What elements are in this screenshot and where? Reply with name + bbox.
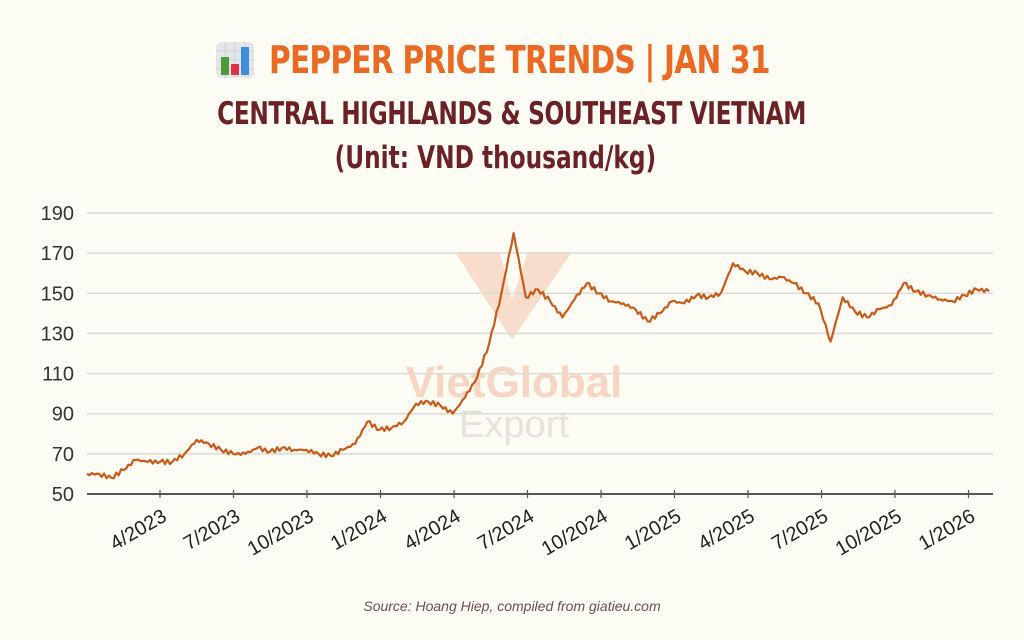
watermark-text-2: Export — [459, 404, 569, 446]
y-tick-label: 70 — [52, 444, 74, 466]
x-tick-label: 10/2023 — [244, 505, 318, 560]
x-tick-label: 10/2024 — [538, 505, 612, 560]
y-tick-label: 150 — [41, 283, 74, 305]
y-tick-label: 170 — [41, 243, 74, 265]
x-tick-label: 7/2024 — [474, 505, 538, 555]
unit-label: (Unit: VND thousand/kg) — [0, 140, 1024, 176]
source-note: Source: Hoang Hiep, compiled from giatie… — [363, 598, 661, 614]
watermark-logo-icon — [455, 252, 572, 340]
grid-lines — [87, 212, 993, 455]
watermark-text-1: VietGlobal — [406, 358, 623, 407]
y-tick-label: 130 — [41, 323, 74, 345]
title-row: PEPPER PRICE TRENDS | JAN 31 — [0, 38, 1024, 82]
x-tick-label: 7/2023 — [180, 505, 244, 555]
x-tick-label: 10/2025 — [832, 505, 906, 560]
x-tick-label: 4/2024 — [401, 505, 465, 555]
y-tick-label: 190 — [41, 203, 74, 225]
x-tick-label: 4/2023 — [107, 505, 171, 555]
x-axis: 4/2023 7/2023 10/2023 1/2024 4/2024 7/2024 10/… — [87, 490, 993, 560]
y-axis-labels: 50 70 90 110 130 150 170 190 — [41, 203, 74, 506]
price-line — [86, 232, 990, 480]
y-tick-label: 90 — [52, 404, 74, 426]
x-tick-label: 1/2025 — [621, 505, 685, 555]
y-tick-label: 50 — [52, 484, 74, 506]
chart-title: PEPPER PRICE TRENDS | JAN 31 — [269, 38, 770, 82]
chart-subtitle: CENTRAL HIGHLANDS & SOUTHEAST VIETNAM — [0, 96, 1024, 132]
x-tick-label: 7/2025 — [768, 505, 832, 555]
subtitle-text: CENTRAL HIGHLANDS & SOUTHEAST VIETNAM — [217, 96, 807, 132]
bar-chart-icon — [215, 41, 255, 79]
unit-text: (Unit: VND thousand/kg) — [334, 140, 656, 176]
x-tick-label: 1/2024 — [327, 505, 391, 555]
x-tick-label: 1/2026 — [915, 505, 979, 555]
y-tick-label: 110 — [42, 364, 74, 386]
x-tick-label: 4/2025 — [695, 505, 759, 555]
watermark: VietGlobal Export — [406, 252, 623, 446]
